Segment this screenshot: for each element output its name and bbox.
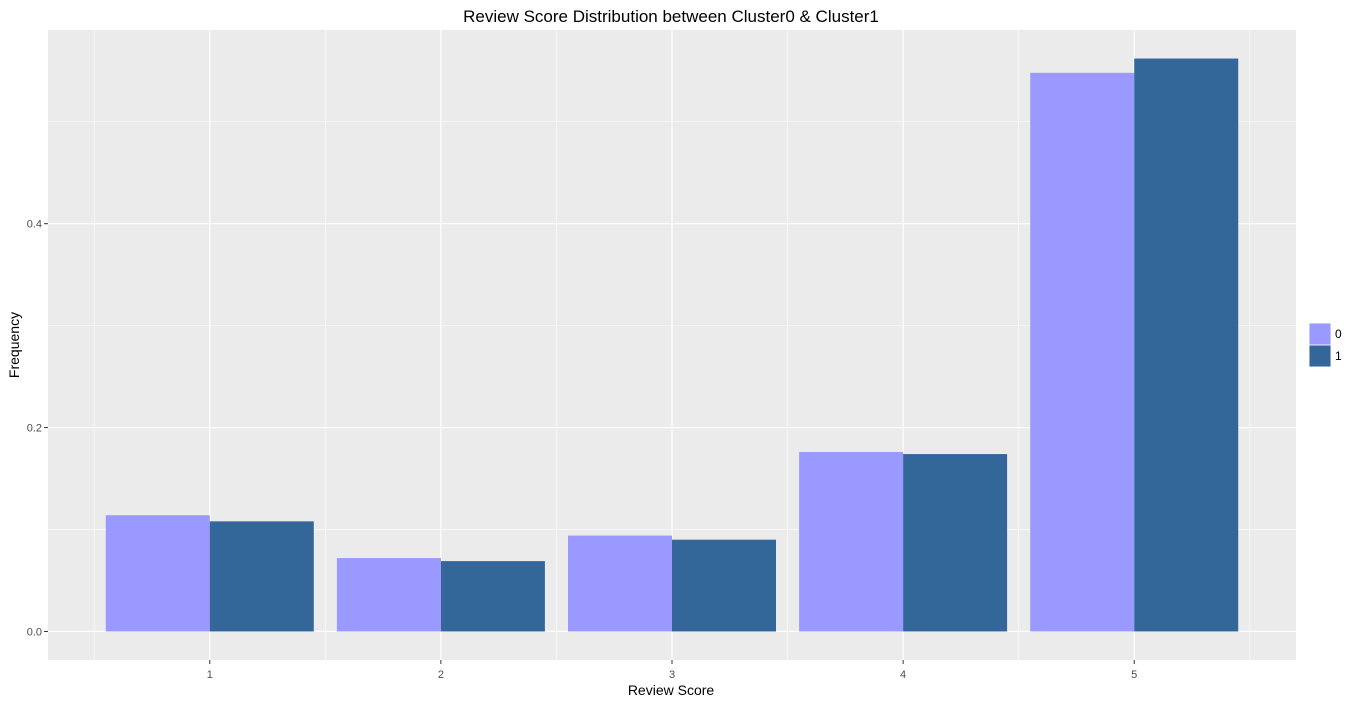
axis-ticks: [44, 223, 1135, 664]
bar-score-3-cluster-0: [568, 535, 672, 632]
x-tick-label: 3: [669, 669, 675, 681]
bar-score-3-cluster-1: [672, 539, 776, 632]
bars: [105, 58, 1239, 632]
legend-swatch-0: [1309, 323, 1331, 345]
y-tick-label: 0.4: [27, 219, 42, 231]
legend-label-1: 1: [1335, 349, 1342, 363]
x-tick-label: 5: [1131, 669, 1137, 681]
legend: 01: [1309, 323, 1342, 367]
y-tick-labels: 0.0 0.2 0.4: [27, 219, 42, 639]
y-tick-label: 0.2: [27, 423, 42, 435]
bar-score-2-cluster-1: [440, 561, 545, 632]
x-tick-label: 4: [900, 669, 906, 681]
bar-score-4-cluster-0: [799, 452, 904, 632]
bar-score-4-cluster-1: [903, 454, 1008, 632]
bar-score-2-cluster-0: [336, 558, 441, 632]
x-tick-label: 1: [207, 669, 213, 681]
y-tick-label: 0.0: [27, 626, 42, 638]
x-axis-title: Review Score: [628, 682, 715, 698]
bar-score-5-cluster-1: [1134, 58, 1239, 632]
x-tick-labels: 1 2 3 4 5: [207, 669, 1138, 681]
legend-swatch-1: [1309, 345, 1331, 367]
y-axis-title: Frequency: [6, 312, 22, 378]
bar-score-1-cluster-0: [105, 515, 210, 632]
chart-title: Review Score Distribution between Cluste…: [463, 7, 879, 26]
legend-label-0: 0: [1335, 327, 1342, 341]
bar-score-1-cluster-1: [209, 521, 314, 632]
x-tick-label: 2: [438, 669, 444, 681]
bar-score-5-cluster-0: [1030, 72, 1135, 632]
